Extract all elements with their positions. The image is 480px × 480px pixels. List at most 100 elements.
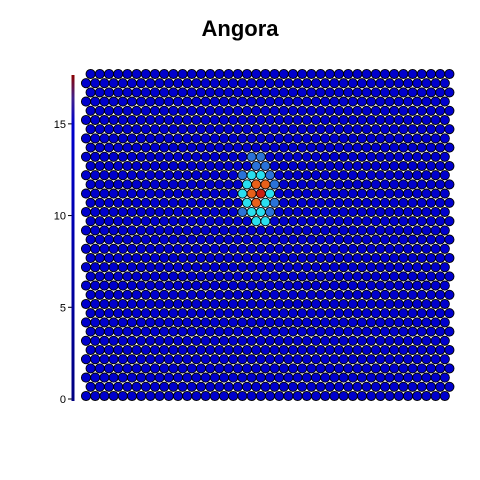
hex-cell [94, 68, 105, 80]
hex-cell [389, 160, 400, 172]
hex-cell [117, 114, 128, 126]
hex-cell [209, 78, 220, 89]
hex-cell [145, 298, 156, 310]
hex-cell [195, 381, 207, 392]
hex-cell [274, 390, 285, 402]
hex-cell [149, 289, 161, 300]
hex-cell [237, 280, 248, 291]
hex-cell [439, 298, 450, 310]
hex-cell [329, 262, 340, 273]
hex-cell-grid [80, 68, 455, 402]
hex-cell [356, 96, 368, 107]
hex-cell [260, 363, 271, 374]
hex-cell [195, 216, 207, 227]
hex-cell [343, 289, 354, 300]
hex-cell [398, 197, 409, 208]
hex-cell [444, 68, 455, 80]
hex-cell [122, 271, 133, 282]
hex-cell [435, 197, 446, 208]
hex-cell [94, 105, 105, 116]
hex-cell [228, 96, 239, 107]
hex-cell [347, 372, 358, 383]
hex-cell [343, 363, 354, 374]
hex-cell [356, 262, 368, 273]
hex-cell [140, 289, 151, 300]
hex-cell [223, 271, 234, 282]
hex-cell [274, 317, 285, 328]
hex-cell [398, 142, 409, 153]
hex-cell [126, 390, 138, 402]
hex-cell [172, 151, 184, 162]
hex-cell [435, 271, 446, 282]
hex-cell [366, 188, 377, 199]
hex-cell [232, 381, 243, 392]
hex-cell [108, 133, 119, 144]
hex-cell [232, 87, 243, 98]
hex-cell [205, 271, 216, 282]
hex-cell [255, 114, 266, 126]
hex-cell [444, 344, 455, 356]
hex-cell [278, 142, 289, 153]
hex-cell [85, 381, 96, 392]
hex-cell [389, 344, 400, 356]
hex-cell [361, 197, 372, 208]
hex-cell [297, 326, 308, 337]
hex-cell [237, 170, 248, 181]
hex-cell [85, 271, 96, 282]
hex-cell [389, 142, 400, 153]
hex-cell [80, 243, 92, 254]
hex-cell [393, 78, 404, 89]
hex-cell [228, 170, 239, 181]
hex-cell [126, 206, 138, 218]
hex-cell [297, 179, 308, 190]
hex-cell [103, 160, 115, 172]
hex-cell [384, 114, 395, 126]
hex-cell [232, 271, 243, 282]
hex-cell [251, 344, 262, 356]
hex-cell [375, 354, 386, 365]
hex-cell [99, 390, 110, 402]
hex-cell [122, 105, 133, 116]
hex-cell [149, 179, 161, 190]
hex-cell [260, 105, 271, 116]
hex-cell [430, 188, 441, 199]
hex-cell [366, 151, 377, 162]
hex-cell [287, 87, 299, 98]
hex-cell [182, 225, 193, 236]
hex-cell [218, 298, 230, 310]
hex-cell [347, 170, 358, 181]
hex-cell [246, 372, 257, 383]
hex-cell [287, 289, 299, 300]
hex-cell [255, 225, 266, 236]
hex-cell [145, 225, 156, 236]
hex-cell [306, 234, 317, 245]
hex-cell [241, 160, 253, 172]
hex-cell [393, 354, 404, 365]
hex-cell [113, 252, 124, 264]
hex-cell [269, 252, 280, 264]
hex-cell [237, 262, 248, 273]
hex-cell [444, 252, 455, 264]
hex-cell [260, 289, 271, 300]
hex-cell [122, 381, 133, 392]
hex-cell [315, 326, 326, 337]
hex-cell [241, 105, 253, 116]
hex-cell [435, 68, 446, 80]
hex-cell [347, 280, 358, 291]
hex-cell [113, 308, 124, 319]
hex-cell [430, 151, 441, 162]
hex-cell [421, 280, 432, 291]
hex-cell [389, 105, 400, 116]
hex-cell [402, 317, 414, 328]
hex-cell [370, 308, 381, 319]
hex-cell [301, 243, 312, 254]
hex-cell [200, 133, 211, 144]
hex-cell [232, 252, 243, 264]
hex-cell [251, 252, 262, 264]
hex-cell [228, 280, 239, 291]
hex-cell [301, 114, 312, 126]
hex-cell [214, 308, 225, 319]
hex-cell [375, 335, 386, 346]
hex-cell [108, 206, 119, 218]
hex-cell [320, 114, 331, 126]
